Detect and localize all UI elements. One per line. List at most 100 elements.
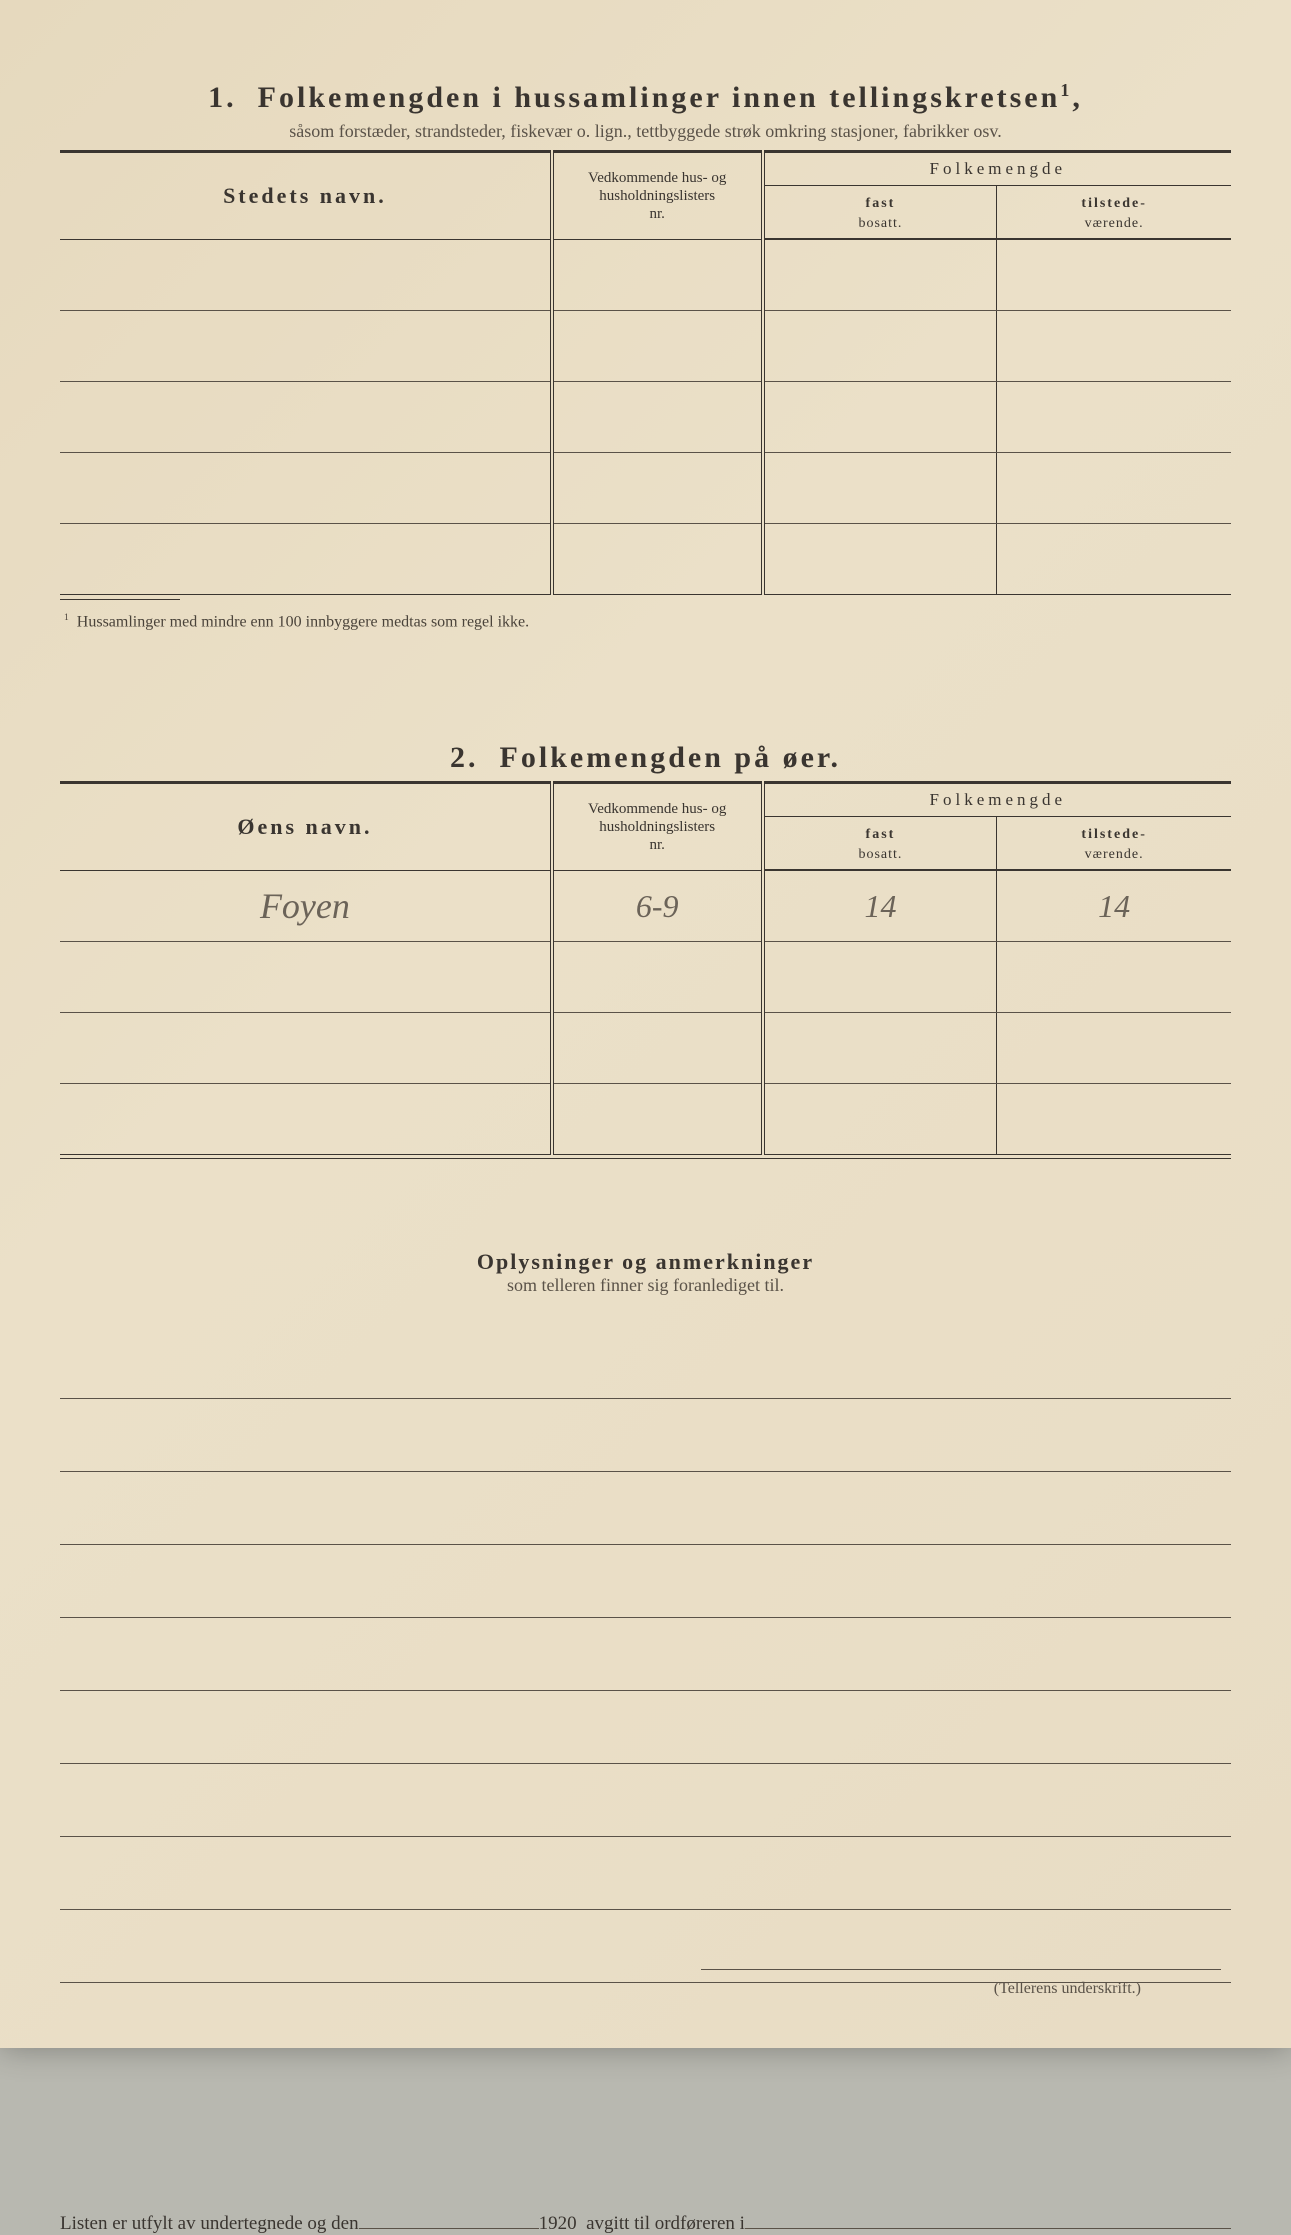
notes-line	[60, 1764, 1231, 1837]
col-header-tilstede: tilstede- værende.	[997, 817, 1231, 871]
footer-after: avgitt til ordføreren i	[586, 2213, 745, 2235]
table-cell	[552, 1084, 763, 1155]
col-header-fast: fast bosatt.	[763, 817, 997, 871]
table-cell-handwritten: 14	[763, 870, 997, 942]
table-cell	[60, 1013, 552, 1084]
col-header-tilstede: tilstede- værende.	[997, 186, 1231, 240]
section-2-title: 2. Folkemengden på øer.	[60, 741, 1231, 775]
col-header-folkemengde: Folkemengde	[763, 783, 1231, 817]
notes-line	[60, 1545, 1231, 1618]
table-cell-handwritten: 14	[997, 870, 1231, 942]
table-2: Øens navn. Vedkommende hus- og husholdni…	[60, 781, 1231, 1155]
notes-line	[60, 1399, 1231, 1472]
table-cell	[997, 311, 1231, 382]
table-cell	[763, 524, 997, 595]
fast-l1: fast	[866, 196, 896, 211]
table-cell	[60, 942, 552, 1013]
section-3: Oplysninger og anmerkninger som telleren…	[60, 1249, 1231, 2235]
signature-rule	[701, 1969, 1221, 1970]
table-cell	[60, 311, 552, 382]
notes-line	[60, 1691, 1231, 1764]
table-cell	[763, 382, 997, 453]
notes-line	[60, 1910, 1231, 1983]
fill-blank	[745, 2228, 1231, 2229]
table-cell	[552, 942, 763, 1013]
table-cell	[552, 239, 763, 311]
table-cell	[60, 453, 552, 524]
col-header-name: Stedets navn.	[60, 152, 552, 240]
notes-line	[60, 1618, 1231, 1691]
table-cell	[997, 382, 1231, 453]
footer-line: Listen er utfylt av undertegnede og den …	[60, 2213, 1231, 2235]
col-header-lists: Vedkommende hus- og husholdningslisters …	[552, 783, 763, 871]
col-header-fast: fast bosatt.	[763, 186, 997, 240]
notes-line	[60, 1326, 1231, 1399]
table-cell	[997, 239, 1231, 311]
col-lists-line2: husholdningslisters	[599, 188, 715, 204]
notes-line	[60, 1472, 1231, 1545]
footnote-rule	[60, 599, 180, 600]
section-2: 2. Folkemengden på øer. Øens navn. Vedko…	[60, 741, 1231, 1159]
table-1: Stedets navn. Vedkommende hus- og hushol…	[60, 150, 1231, 595]
document-page: 1. Folkemengden i hussamlinger innen tel…	[0, 0, 1291, 2048]
notes-lines	[60, 1326, 1231, 1983]
col-lists-line2: husholdningslisters	[599, 819, 715, 835]
table-cell	[997, 453, 1231, 524]
footer-year: 1920	[539, 2213, 577, 2235]
table-cell	[60, 239, 552, 311]
title-text: Folkemengden på øer.	[500, 741, 841, 774]
notes-line	[60, 1837, 1231, 1910]
title-superscript: 1	[1060, 80, 1072, 100]
table-cell	[763, 1084, 997, 1155]
tilstede-l2: værende.	[1085, 847, 1144, 862]
table-cell	[997, 524, 1231, 595]
table-cell	[552, 524, 763, 595]
table-cell	[763, 942, 997, 1013]
table-cell	[552, 1013, 763, 1084]
section-3-title: Oplysninger og anmerkninger	[60, 1249, 1231, 1275]
fill-blank	[359, 2228, 539, 2229]
table-cell	[60, 524, 552, 595]
section-1: 1. Folkemengden i hussamlinger innen tel…	[60, 80, 1231, 631]
tilstede-l2: værende.	[1085, 216, 1144, 231]
table-cell	[763, 239, 997, 311]
table-cell	[60, 382, 552, 453]
tilstede-l1: tilstede-	[1081, 827, 1146, 842]
footnote-text: Hussamlinger med mindre enn 100 innbygge…	[77, 613, 529, 630]
table-cell	[763, 311, 997, 382]
table-cell-handwritten: 6-9	[552, 870, 763, 942]
col-header-folkemengde: Folkemengde	[763, 152, 1231, 186]
table-1-body	[60, 239, 1231, 595]
table-cell	[997, 1013, 1231, 1084]
col-lists-line1: Vedkommende hus- og	[588, 170, 726, 186]
table-2-body: Foyen 6-9 14 14	[60, 870, 1231, 1155]
footnote-1: 1 Hussamlinger med mindre enn 100 innbygg…	[60, 612, 1231, 631]
fast-l1: fast	[866, 827, 896, 842]
tilstede-l1: tilstede-	[1081, 196, 1146, 211]
section-1-title: 1. Folkemengden i hussamlinger innen tel…	[60, 80, 1231, 115]
table-cell	[997, 1084, 1231, 1155]
footer-before: Listen er utfylt av undertegnede og den	[60, 2213, 359, 2235]
title-text: Folkemengden i hussamlinger innen tellin…	[258, 81, 1061, 114]
col-lists-line3: nr.	[650, 206, 665, 222]
table-cell	[997, 942, 1231, 1013]
signature-label: (Tellerens underskrift.)	[994, 1980, 1141, 1998]
col-lists-line3: nr.	[650, 837, 665, 853]
fast-l2: bosatt.	[858, 216, 902, 231]
section-number: 2.	[450, 741, 479, 774]
table-cell-handwritten: Foyen	[60, 870, 552, 942]
section-3-subtitle: som telleren finner sig foranlediget til…	[60, 1275, 1231, 1296]
fast-l2: bosatt.	[858, 847, 902, 862]
section-2-bottom-rule	[60, 1158, 1231, 1159]
table-cell	[552, 311, 763, 382]
footnote-sup: 1	[64, 612, 69, 623]
table-cell	[552, 382, 763, 453]
col-header-lists: Vedkommende hus- og husholdningslisters …	[552, 152, 763, 240]
table-cell	[763, 453, 997, 524]
table-cell	[60, 1084, 552, 1155]
table-cell	[763, 1013, 997, 1084]
col-header-name: Øens navn.	[60, 783, 552, 871]
section-1-subtitle: såsom forstæder, strandsteder, fiskevær …	[60, 121, 1231, 142]
table-cell	[552, 453, 763, 524]
section-number: 1.	[208, 81, 237, 114]
